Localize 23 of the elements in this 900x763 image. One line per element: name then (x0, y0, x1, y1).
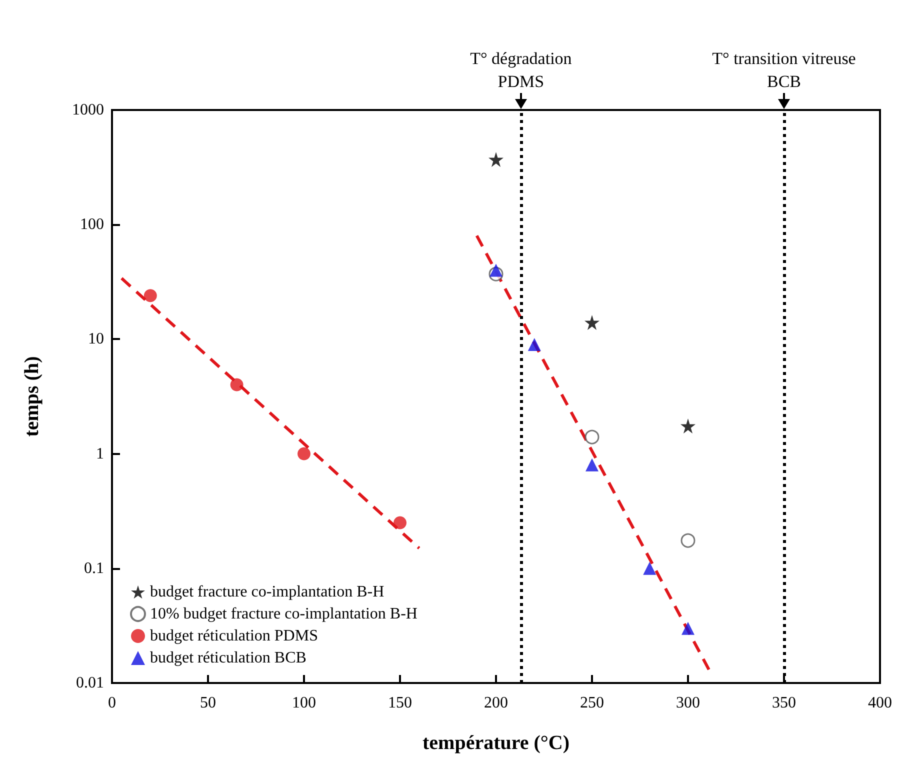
x-tick-label: 50 (200, 694, 216, 712)
x-tick-label: 400 (868, 694, 892, 712)
x-tick-label: 250 (580, 694, 604, 712)
y-tick-label: 1000 (72, 102, 104, 118)
y-tick-label: 1 (96, 445, 104, 462)
legend-label: 10% budget fracture co-implantation B-H (150, 606, 418, 622)
x-tick-label: 300 (676, 694, 700, 712)
x-tick-label: 150 (388, 694, 412, 712)
ref-line-label: T° dégradation PDMS (470, 49, 572, 91)
y-tick-label: 100 (80, 216, 104, 234)
y-tick-label: 10 (88, 330, 104, 348)
legend-label: budget fracture co-implantation B-H (150, 584, 385, 600)
ref-line-label: T° transition vitreuse BCB (712, 49, 856, 91)
y-tick-label: 0.1 (84, 560, 104, 577)
legend-label: budget réticulation BCB (150, 650, 306, 666)
y-tick-label: 0.01 (76, 674, 104, 692)
x-tick-label: 200 (484, 694, 508, 712)
x-tick-label: 100 (292, 694, 316, 712)
x-tick-label: 0 (108, 694, 116, 712)
x-axis-title: température (°C) (422, 732, 570, 754)
y-axis-title: temps (h) (21, 356, 43, 437)
x-tick-label: 350 (772, 694, 796, 712)
legend-label: budget réticulation PDMS (150, 628, 318, 644)
